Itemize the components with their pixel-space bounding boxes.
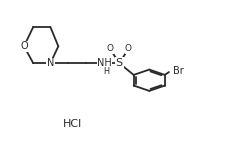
Text: O: O — [107, 44, 114, 54]
Text: N: N — [47, 58, 54, 68]
Text: NH: NH — [97, 58, 112, 68]
Text: Br: Br — [173, 66, 184, 76]
Text: O: O — [125, 44, 132, 54]
Text: S: S — [116, 58, 123, 68]
Text: H: H — [103, 66, 109, 76]
Text: HCl: HCl — [62, 119, 82, 129]
Text: O: O — [20, 41, 28, 51]
